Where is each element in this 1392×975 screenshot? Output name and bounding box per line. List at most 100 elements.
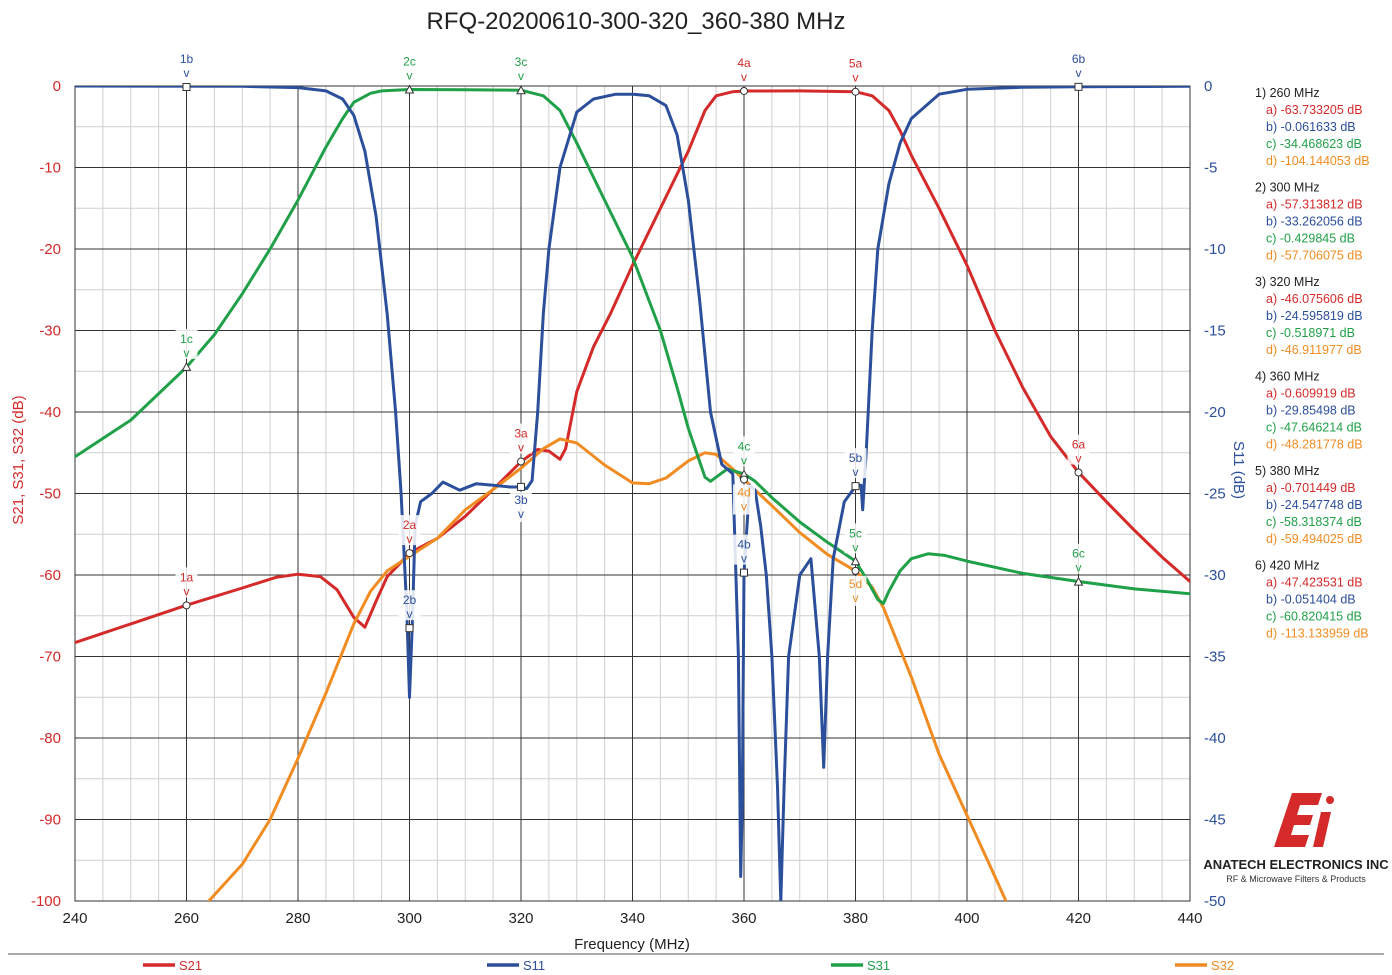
marker-4c: 4cv	[733, 436, 755, 479]
marker-readout-panel: 1) 260 MHz a) -63.733205 dB b) -0.061633 d…	[1255, 86, 1370, 641]
marker-label: 4c	[738, 439, 751, 453]
readout-value: d) -46.911977 dB	[1266, 343, 1362, 357]
readout-header: 5) 380 MHz	[1255, 464, 1320, 478]
marker-4a-circle	[740, 86, 748, 95]
marker-3c: 3cv	[510, 52, 532, 95]
marker-caret: v	[741, 453, 747, 467]
readout-value: c) -0.518971 dB	[1266, 326, 1355, 340]
marker-caret: v	[1076, 452, 1082, 466]
marker-caret: v	[741, 499, 747, 513]
marker-3a-circle	[517, 457, 525, 466]
marker-caret: v	[184, 346, 190, 360]
marker-caret: v	[407, 607, 413, 621]
marker-2a: 2av	[398, 515, 421, 558]
marker-label: 3a	[514, 427, 528, 441]
marker-label-bg	[398, 515, 421, 546]
readout-header: 3) 320 MHz	[1255, 275, 1320, 289]
right-y-tick-label: -10	[1204, 241, 1226, 258]
readout-header: 1) 260 MHz	[1255, 86, 1320, 100]
marker-1c: 1cv	[175, 328, 198, 371]
readout-value: a) -0.609919 dB	[1266, 387, 1356, 401]
x-tick-label: 340	[620, 910, 645, 927]
marker-label-bg	[844, 448, 867, 479]
marker-caret: v	[518, 69, 524, 83]
readout-value: d) -57.706075 dB	[1266, 249, 1363, 263]
marker-6a-circle	[1074, 468, 1083, 477]
left-y-tick-label: -80	[39, 730, 61, 747]
marker-4d-circle	[740, 475, 748, 484]
logo-mark-dot	[1326, 796, 1334, 804]
left-y-tick-label: -90	[39, 812, 61, 829]
marker-label-bg	[398, 51, 421, 82]
marker-label-bg	[844, 53, 867, 84]
x-tick-label: 320	[508, 910, 533, 927]
marker-label-bg	[1067, 48, 1090, 79]
left-y-axis-label: S21, S31, S32 (dB)	[10, 395, 27, 524]
marker-label-bg	[398, 590, 421, 621]
left-y-tick-label: -40	[39, 404, 61, 421]
readout-value: b) -0.051404 dB	[1266, 593, 1356, 607]
readout-value: c) -34.468623 dB	[1266, 137, 1362, 151]
left-y-tick-label: -60	[39, 567, 61, 584]
readout-value: a) -47.423531 dB	[1266, 576, 1363, 590]
readout-value: c) -47.646214 dB	[1266, 421, 1362, 435]
readout-value: d) -113.133959 dB	[1266, 627, 1369, 641]
marker-3b: 3bv	[510, 482, 532, 522]
x-axis: 240 260 280 300 320 340 360 380 400 420 440	[62, 910, 1202, 927]
marker-label: 5d	[849, 577, 862, 591]
right-y-tick-label: -50	[1204, 893, 1226, 910]
x-tick-label: 440	[1177, 910, 1202, 927]
grid	[74, 85, 1191, 902]
left-y-tick-label: -20	[39, 241, 61, 258]
x-tick-label: 240	[62, 910, 87, 927]
marker-caret: v	[741, 552, 747, 566]
x-tick-label: 260	[174, 910, 199, 927]
marker-2c-triangle	[404, 84, 415, 94]
marker-label: 4d	[737, 485, 750, 499]
right-y-tick-label: -35	[1204, 649, 1226, 666]
marker-label-bg	[175, 49, 198, 80]
readout-value: d) -59.494025 dB	[1266, 532, 1363, 546]
marker-1b: 1bv	[175, 49, 198, 92]
marker-5b-square	[851, 482, 860, 491]
marker-layer: 1av1bv1cv2av2bv2cv3av3bv3cv4av4bv4cv4dv5…	[175, 48, 1090, 633]
marker-label-bg	[175, 567, 198, 598]
left-y-tick-label: -50	[39, 486, 61, 503]
right-y-tick-label: -45	[1204, 812, 1226, 829]
left-y-tick-label: -30	[39, 323, 61, 340]
chart-title: RFQ-20200610-300-320_360-380 MHz	[427, 8, 846, 35]
marker-label: 6b	[1072, 52, 1086, 66]
marker-3b-square	[517, 482, 525, 491]
right-y-tick-label: -40	[1204, 730, 1226, 747]
left-y-tick-label: 0	[53, 78, 61, 95]
readout-value: a) -0.701449 dB	[1266, 481, 1356, 495]
marker-label: 4a	[737, 56, 751, 70]
readout-value: a) -57.313812 dB	[1266, 198, 1363, 212]
readout-header: 2) 300 MHz	[1255, 181, 1320, 195]
legend-label-s32: S32	[1211, 958, 1234, 973]
marker-caret: v	[1076, 561, 1082, 575]
marker-6b-square	[1074, 82, 1083, 91]
marker-label: 2a	[403, 518, 417, 532]
marker-4d: 4dv	[733, 475, 755, 515]
marker-2b: 2bv	[398, 590, 421, 633]
marker-label: 5a	[849, 57, 863, 71]
marker-label: 4b	[737, 538, 751, 552]
marker-label-bg	[733, 534, 755, 565]
marker-6c-triangle	[1073, 576, 1084, 586]
marker-label: 5b	[849, 451, 863, 465]
marker-caret: v	[518, 441, 524, 455]
logo-mark-icon-i	[1313, 812, 1331, 847]
marker-label-bg	[844, 523, 867, 554]
marker-label-bg	[510, 423, 532, 454]
x-tick-label: 380	[843, 910, 868, 927]
left-y-tick-label: -70	[39, 649, 61, 666]
marker-label-bg	[1067, 543, 1090, 574]
marker-label: 6a	[1072, 438, 1086, 452]
marker-label: 1b	[180, 52, 194, 66]
marker-4a: 4av	[733, 52, 755, 95]
readout-value: d) -104.144053 dB	[1266, 154, 1370, 168]
marker-caret: v	[184, 66, 190, 80]
logo-mark-icon	[1274, 793, 1322, 847]
